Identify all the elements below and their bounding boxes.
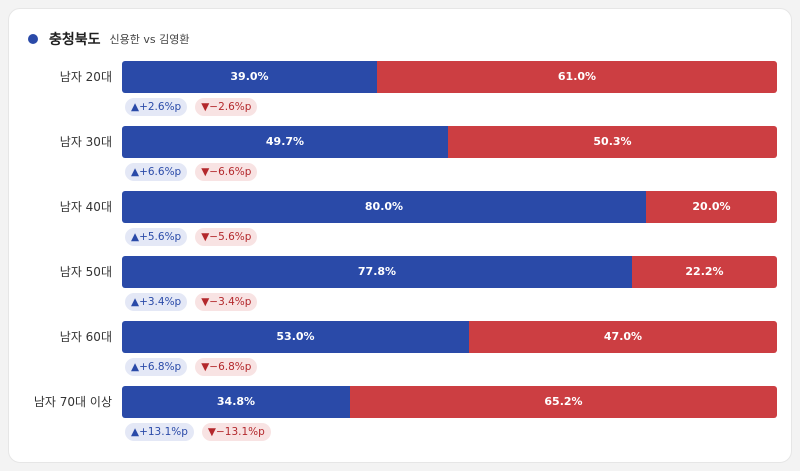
change-badge-down: ▼−3.4%p: [195, 293, 258, 311]
bar-segment-candidate-b: 61.0%: [377, 61, 777, 93]
change-badge-up: ▲+13.1%p: [125, 423, 194, 441]
change-badges: ▲+2.6%p ▼−2.6%p: [125, 98, 265, 116]
bar-row: 남자 40대 80.0% 20.0% ▲+5.6%p ▼−5.6%p: [9, 191, 793, 251]
bar-row: 남자 60대 53.0% 47.0% ▲+6.8%p ▼−6.8%p: [9, 321, 793, 381]
change-badge-down: ▼−6.6%p: [195, 163, 258, 181]
chart-subtitle: 신용한 vs 김영환: [109, 33, 190, 46]
bar-row: 남자 20대 39.0% 61.0% ▲+2.6%p ▼−2.6%p: [9, 61, 793, 121]
change-badges: ▲+3.4%p ▼−3.4%p: [125, 293, 265, 311]
chart-title: 충청북도: [49, 32, 101, 48]
change-badge-down: ▼−13.1%p: [201, 423, 271, 441]
change-badge-down: ▼−5.6%p: [195, 228, 258, 246]
bar-segment-candidate-a: 49.7%: [122, 126, 448, 158]
change-badge-up: ▲+6.6%p: [125, 163, 188, 181]
bar-segment-candidate-b: 50.3%: [448, 126, 777, 158]
category-label: 남자 40대: [59, 200, 112, 214]
change-badge-up: ▲+3.4%p: [125, 293, 188, 311]
stacked-bar: 34.8% 65.2%: [122, 386, 777, 418]
stacked-bar: 39.0% 61.0%: [122, 61, 777, 93]
bar-segment-candidate-a: 53.0%: [122, 321, 469, 353]
chart-card: 충청북도 신용한 vs 김영환 남자 20대 39.0% 61.0% ▲+2.6%p ▼…: [8, 8, 792, 463]
change-badge-up: ▲+2.6%p: [125, 98, 188, 116]
bar-row: 남자 50대 77.8% 22.2% ▲+3.4%p ▼−3.4%p: [9, 256, 793, 316]
bar-segment-candidate-b: 47.0%: [469, 321, 777, 353]
category-label: 남자 50대: [59, 265, 112, 279]
stacked-bar: 49.7% 50.3%: [122, 126, 777, 158]
change-badge-up: ▲+6.8%p: [125, 358, 188, 376]
bar-segment-candidate-b: 65.2%: [350, 386, 777, 418]
bar-segment-candidate-b: 22.2%: [632, 256, 777, 288]
change-badge-up: ▲+5.6%p: [125, 228, 188, 246]
category-label: 남자 20대: [59, 70, 112, 84]
category-label: 남자 70대 이상: [33, 395, 112, 409]
chart-header: 충청북도 신용한 vs 김영환: [28, 29, 190, 49]
bar-segment-candidate-a: 34.8%: [122, 386, 350, 418]
change-badge-down: ▼−6.8%p: [195, 358, 258, 376]
bar-segment-candidate-a: 39.0%: [122, 61, 377, 93]
category-label: 남자 30대: [59, 135, 112, 149]
change-badges: ▲+6.8%p ▼−6.8%p: [125, 358, 265, 376]
bar-segment-candidate-a: 80.0%: [122, 191, 646, 223]
stacked-bar: 80.0% 20.0%: [122, 191, 777, 223]
stacked-bar: 77.8% 22.2%: [122, 256, 777, 288]
change-badges: ▲+5.6%p ▼−5.6%p: [125, 228, 265, 246]
category-label: 남자 60대: [59, 330, 112, 344]
bar-segment-candidate-a: 77.8%: [122, 256, 632, 288]
change-badge-down: ▼−2.6%p: [195, 98, 258, 116]
change-badges: ▲+6.6%p ▼−6.6%p: [125, 163, 265, 181]
region-dot-icon: [28, 34, 38, 44]
change-badges: ▲+13.1%p ▼−13.1%p: [125, 423, 279, 441]
bar-row: 남자 30대 49.7% 50.3% ▲+6.6%p ▼−6.6%p: [9, 126, 793, 186]
stacked-bar: 53.0% 47.0%: [122, 321, 777, 353]
bar-segment-candidate-b: 20.0%: [646, 191, 777, 223]
bar-row: 남자 70대 이상 34.8% 65.2% ▲+13.1%p ▼−13.1%p: [9, 386, 793, 446]
